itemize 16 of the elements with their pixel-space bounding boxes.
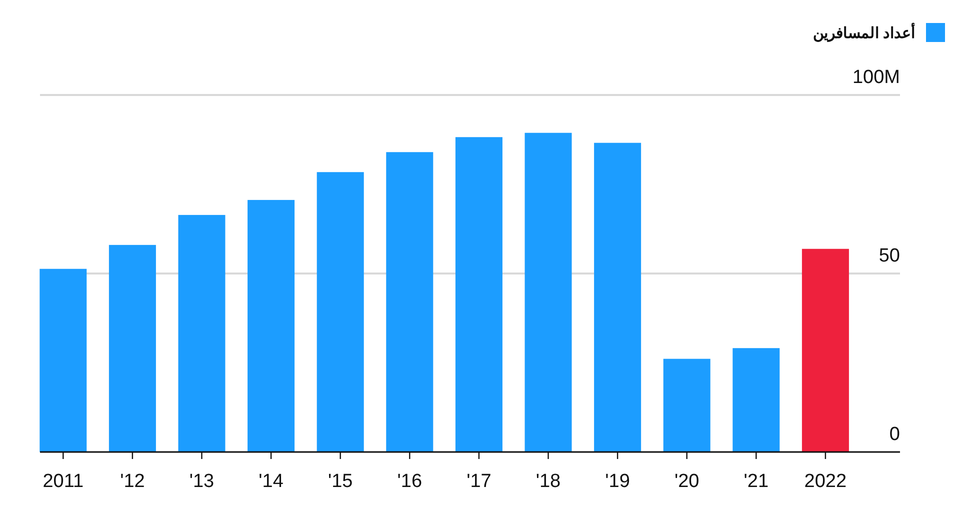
x-tick-label: '13 [189, 471, 214, 492]
y-tick-label: 50 [878, 246, 900, 266]
x-tick-label: 2022 [804, 471, 847, 492]
x-tick-label: '21 [744, 471, 769, 492]
y-tick-label: 0 [889, 424, 900, 445]
x-tick-label: '14 [258, 471, 284, 492]
x-tick-label: '18 [536, 471, 561, 492]
x-tick-label: '12 [120, 471, 145, 492]
x-tick-label: '15 [328, 471, 353, 492]
x-tick-label: '17 [466, 471, 492, 492]
x-tick-label: '19 [605, 471, 630, 492]
legend-label: أعداد المسافرين [812, 22, 915, 42]
x-tick-label: '16 [397, 471, 422, 492]
y-tick-label: 100M [852, 67, 900, 88]
x-tick-label: 2011 [42, 471, 84, 492]
x-tick-label: '20 [674, 471, 700, 492]
